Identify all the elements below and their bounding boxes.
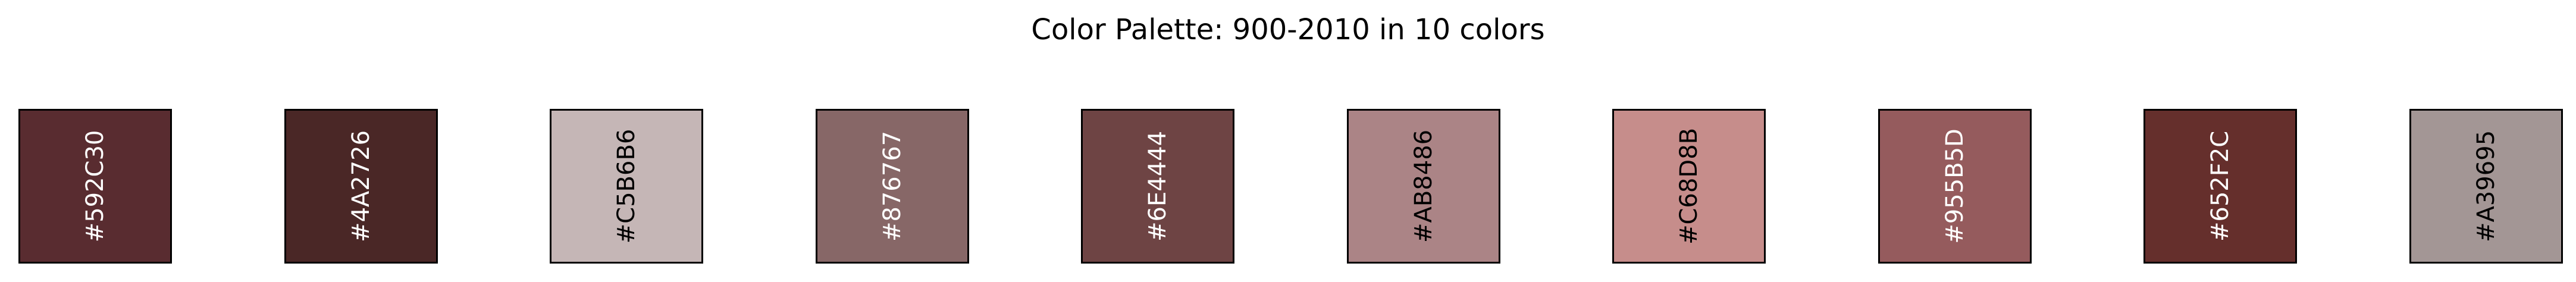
swatch-label-10: #A39695 <box>2472 130 2500 242</box>
swatch-label-5: #6E4444 <box>1143 131 1172 242</box>
swatch-10: #A39695 <box>2409 109 2563 264</box>
swatch-label-2: #4A2726 <box>347 130 375 242</box>
swatch-2: #4A2726 <box>284 109 438 264</box>
swatch-label-3: #C5B6B6 <box>612 129 641 244</box>
swatch-5: #6E4444 <box>1081 109 1234 264</box>
swatch-label-7: #C68D8B <box>1675 128 1703 245</box>
swatch-label-6: #AB8486 <box>1409 130 1438 243</box>
swatch-3: #C5B6B6 <box>550 109 703 264</box>
swatch-label-9: #652F2C <box>2206 131 2235 242</box>
swatch-9: #652F2C <box>2143 109 2297 264</box>
swatch-label-4: #876767 <box>878 131 907 242</box>
swatch-label-1: #592C30 <box>81 130 109 243</box>
swatch-1: #592C30 <box>18 109 172 264</box>
swatch-label-8: #955B5D <box>1941 129 1969 244</box>
swatch-7: #C68D8B <box>1612 109 1766 264</box>
swatch-4: #876767 <box>816 109 969 264</box>
swatch-8: #955B5D <box>1878 109 2032 264</box>
swatch-6: #AB8486 <box>1347 109 1500 264</box>
